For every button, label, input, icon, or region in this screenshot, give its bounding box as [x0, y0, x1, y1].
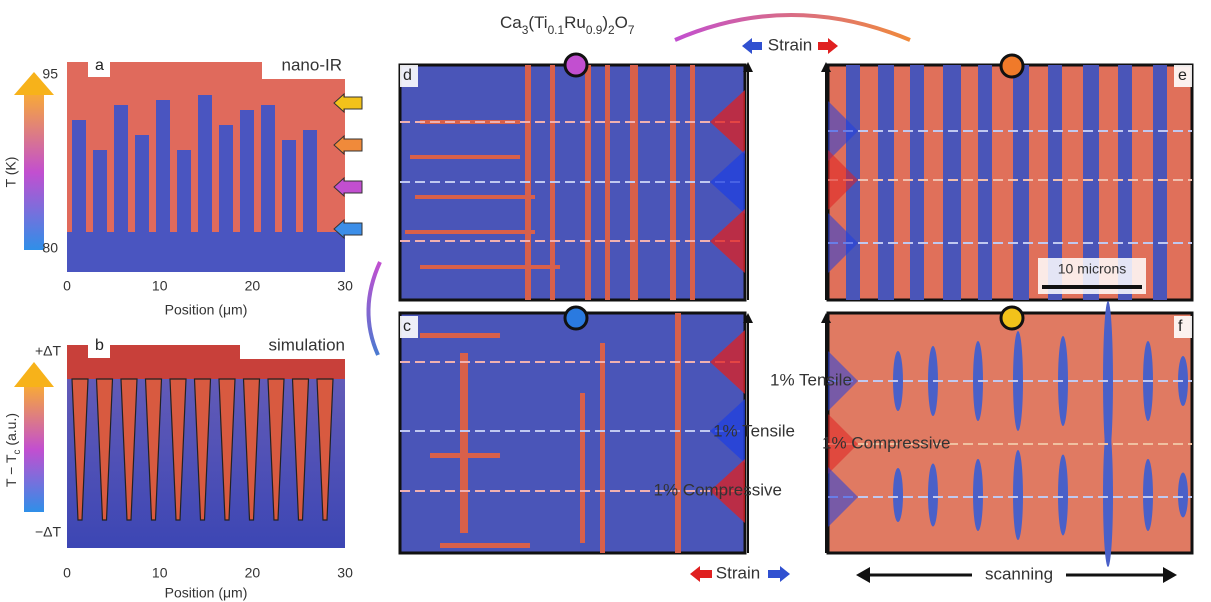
arrowhead — [856, 567, 870, 583]
y-bottom-label: −ΔT — [35, 524, 62, 540]
domain — [1013, 65, 1029, 300]
panel-title: nano-IR — [282, 55, 342, 74]
scale-bar-label: 10 microns — [1058, 261, 1126, 277]
lens — [1178, 473, 1188, 518]
x-tick-label: 30 — [337, 565, 353, 581]
panel-title: simulation — [268, 335, 345, 354]
domain — [878, 65, 894, 300]
panel-label: e — [1178, 67, 1187, 84]
y-tick-label: 95 — [42, 66, 58, 82]
domain — [943, 65, 961, 300]
domain — [1153, 65, 1167, 300]
x-tick-label: 20 — [245, 565, 261, 581]
colorbar — [24, 95, 44, 250]
x-axis-label: Position (μm) — [165, 302, 248, 318]
domain — [405, 230, 535, 234]
domain — [420, 265, 560, 269]
text-part: T − T — [3, 454, 19, 487]
x-tick-label: 10 — [152, 565, 168, 581]
panel-label: a — [95, 57, 104, 74]
scanning-label: scanning — [985, 564, 1053, 583]
x-axis-label: Position (μm) — [165, 585, 248, 601]
lens — [1143, 459, 1153, 531]
strain-label: Strain — [768, 35, 812, 54]
image — [400, 313, 745, 553]
arc-arrow — [368, 262, 380, 355]
lens — [928, 464, 938, 527]
arrow-right — [768, 566, 790, 582]
lens — [973, 459, 983, 531]
x-tick-label: 0 — [63, 565, 71, 581]
arrowhead — [1163, 567, 1177, 583]
panel-label: c — [403, 318, 411, 335]
x-tick-label: 30 — [337, 278, 353, 294]
arrow-right — [818, 38, 838, 54]
figure: Ca3(Ti0.1Ru0.9)2O7 a nano-IR 95 80 T (K)… — [0, 0, 1211, 602]
text-part: (a.u.) — [3, 413, 19, 450]
panel-label: f — [1178, 318, 1183, 335]
colorbar — [24, 387, 44, 512]
text-part: (Ti — [528, 13, 547, 32]
strain-label: 1% Tensile — [770, 370, 852, 389]
panel-label: b — [95, 337, 104, 354]
domain — [415, 195, 535, 199]
lens — [893, 468, 903, 522]
lens — [1013, 450, 1023, 540]
strain-label: Strain — [716, 563, 760, 582]
colorbar-arrow — [14, 362, 54, 387]
domain — [910, 65, 924, 300]
marker-circle — [1001, 307, 1023, 329]
x-tick-label: 20 — [245, 278, 261, 294]
domain — [675, 313, 681, 553]
text-part: 0.9 — [586, 23, 603, 37]
arrow-left — [690, 566, 712, 582]
marker-circle — [565, 307, 587, 329]
x-tick-label: 0 — [63, 278, 71, 294]
label-box — [1174, 316, 1192, 338]
colorbar-label: T − Tc (a.u.) — [3, 413, 23, 487]
text-part: Ca — [500, 13, 522, 32]
domain — [600, 343, 605, 553]
marker-circle — [1001, 55, 1023, 77]
lens — [1058, 455, 1068, 536]
domain — [978, 65, 992, 300]
domain — [460, 353, 468, 533]
text-part: 0.1 — [548, 23, 565, 37]
strain-label: 1% Compressive — [654, 480, 783, 499]
scale-bar — [1042, 285, 1142, 289]
domain — [605, 65, 610, 300]
strain-label: 1% Tensile — [713, 421, 795, 440]
panel-label: d — [403, 67, 412, 84]
domain — [67, 232, 345, 272]
text-part: O — [615, 13, 628, 32]
strain-label: 1% Compressive — [822, 433, 951, 452]
formula: Ca3(Ti0.1Ru0.9)2O7 — [500, 13, 635, 37]
domain — [580, 393, 585, 543]
y-top-label: +ΔT — [35, 343, 62, 359]
text-part: 7 — [628, 23, 635, 37]
colorbar-label: T (K) — [3, 157, 19, 188]
text-part: Ru — [564, 13, 586, 32]
domain — [440, 543, 530, 548]
x-tick-label: 10 — [152, 278, 168, 294]
domain — [420, 333, 500, 338]
domain — [410, 155, 520, 159]
marker-circle — [565, 54, 587, 76]
y-tick-label: 80 — [42, 240, 58, 256]
arrow-left — [742, 38, 762, 54]
